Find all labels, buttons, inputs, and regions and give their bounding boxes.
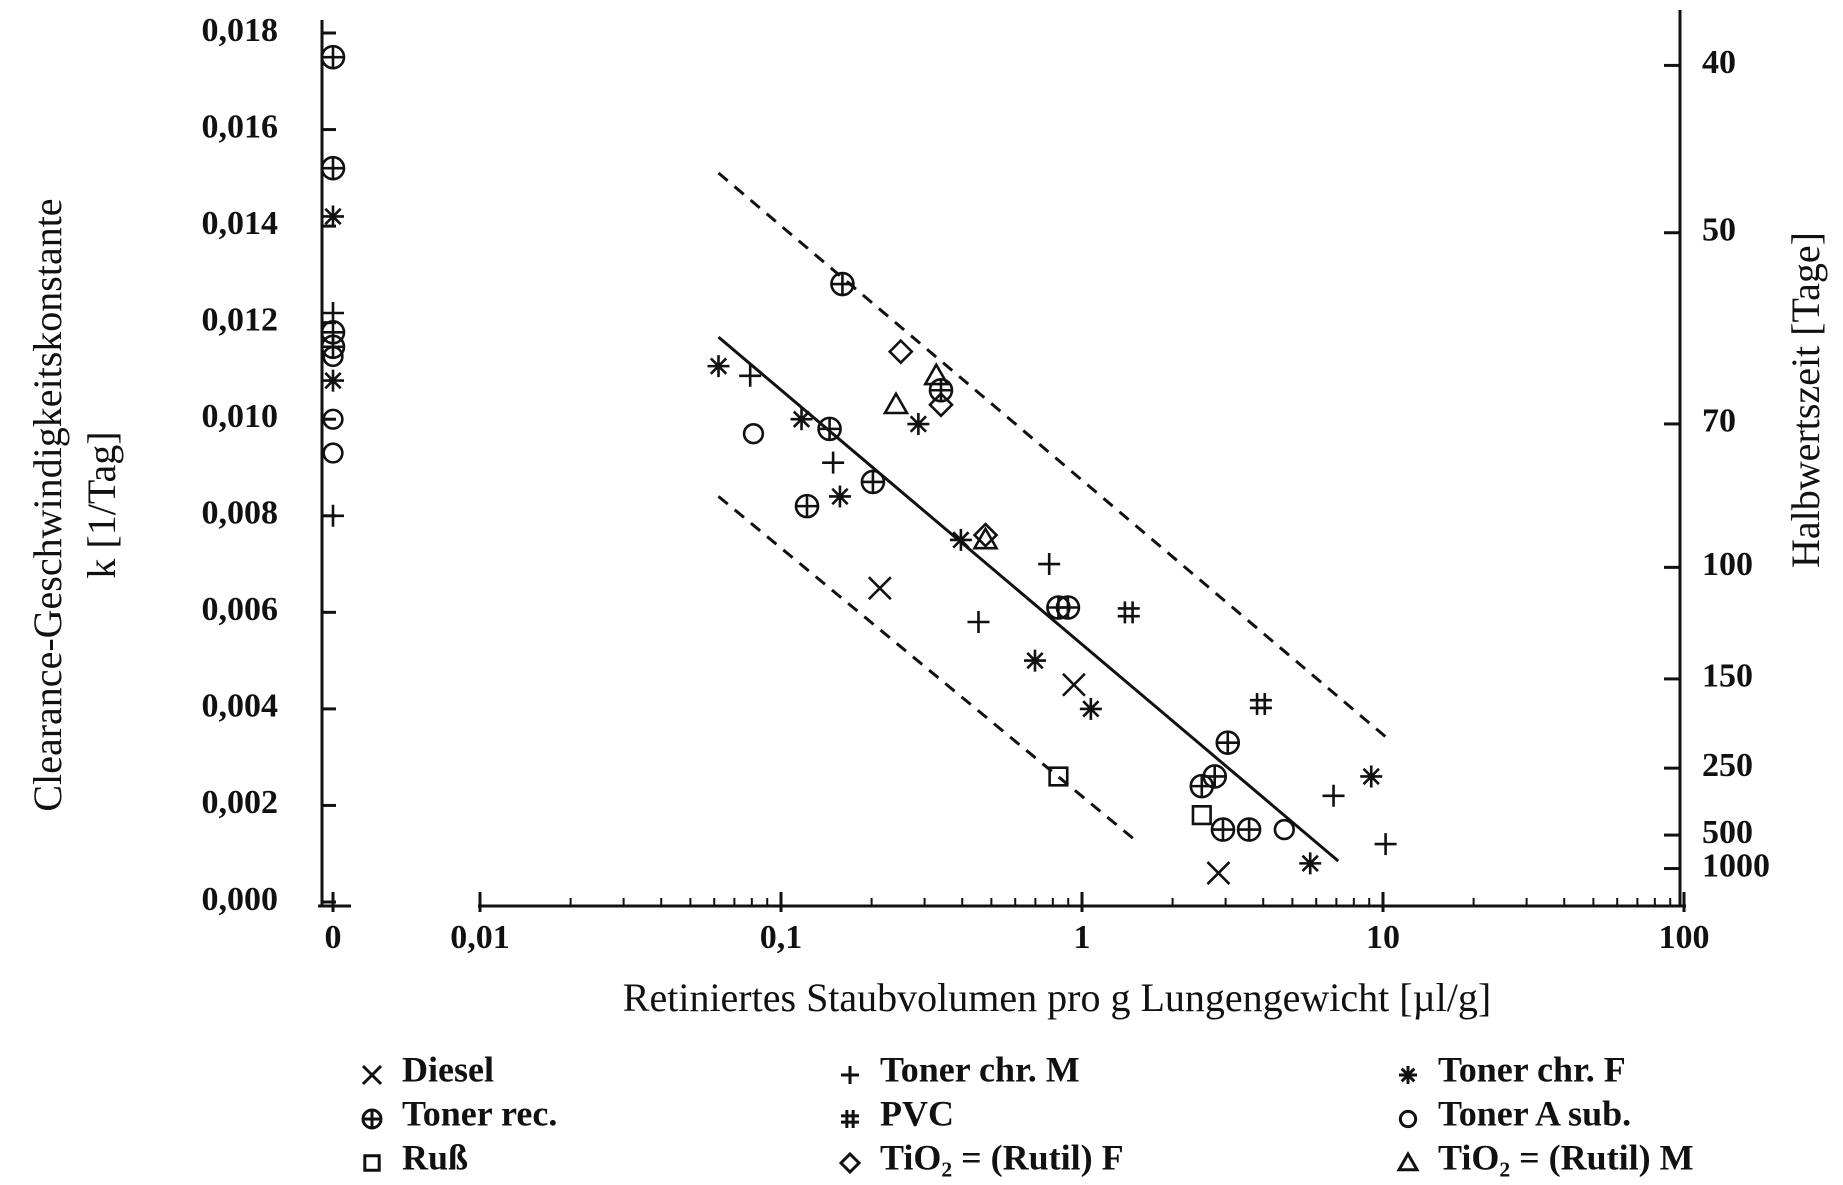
point — [1024, 649, 1046, 672]
point — [1236, 817, 1262, 842]
y2-tick-label: 70 — [1702, 403, 1736, 440]
point — [1374, 833, 1397, 856]
legend-label: Toner chr. F — [1438, 1049, 1626, 1089]
y2-tick-label: 150 — [1702, 658, 1753, 695]
y-tick-label: 0,008 — [202, 495, 279, 532]
point — [322, 504, 344, 527]
marker — [361, 1064, 383, 1086]
fit-line — [717, 171, 1388, 740]
y2-axis-label: Halbwertszeit [Tage] — [1783, 232, 1828, 568]
point — [322, 345, 344, 368]
legend-label: Toner A sub. — [1438, 1093, 1631, 1133]
point — [707, 355, 730, 378]
point — [790, 408, 813, 431]
point — [794, 493, 820, 519]
point — [972, 522, 999, 548]
y2-tick-label: 250 — [1702, 747, 1753, 784]
point — [1215, 730, 1241, 755]
point — [1061, 672, 1086, 697]
fit-line — [717, 336, 1340, 863]
y-tick-label: 0,004 — [202, 688, 279, 725]
legend-label: Diesel — [402, 1049, 494, 1089]
point — [860, 469, 886, 495]
y-axis-label: Clearance-Geschwindigkeitskonstante — [25, 198, 70, 811]
point — [928, 391, 954, 418]
x-tick-label: 10 — [1366, 919, 1400, 956]
point — [322, 442, 344, 464]
point — [967, 610, 990, 633]
point — [1117, 601, 1140, 624]
point — [1079, 697, 1102, 720]
marker — [841, 1066, 859, 1084]
point — [1055, 595, 1081, 620]
point — [882, 391, 910, 415]
point — [1360, 765, 1383, 788]
legend-label: TiO₂ = (Rutil) F — [880, 1137, 1124, 1177]
y2-tick-label: 40 — [1702, 44, 1736, 81]
point — [322, 369, 344, 392]
point — [320, 44, 346, 70]
marker — [838, 1151, 862, 1175]
x-tick-label: 1 — [1074, 919, 1091, 956]
point — [1273, 818, 1295, 841]
x-tick-label: 100 — [1659, 919, 1710, 956]
y-tick-label: 0,014 — [202, 205, 279, 242]
legend-label: PVC — [880, 1093, 954, 1133]
legend-label: TiO₂ = (Rutil) M — [1438, 1137, 1694, 1177]
point — [742, 423, 765, 445]
point — [887, 338, 914, 365]
x-tick-label: 0,01 — [450, 919, 510, 956]
legend-label: Toner rec. — [402, 1093, 557, 1133]
y-tick-label: 0,012 — [202, 301, 279, 338]
point — [817, 416, 842, 442]
point — [1048, 766, 1069, 787]
marker — [841, 1110, 859, 1128]
y-tick-label: 0,006 — [202, 591, 279, 628]
marker — [361, 1108, 383, 1130]
y2-tick-label: 500 — [1702, 814, 1753, 851]
point — [928, 378, 954, 403]
y-tick-label: 0,018 — [202, 12, 279, 49]
fit-line — [717, 495, 1136, 841]
marker — [363, 1154, 381, 1172]
y-tick-label: 0,010 — [202, 398, 279, 435]
point — [923, 362, 950, 386]
point — [828, 485, 851, 508]
marker — [1396, 1150, 1420, 1172]
y2-tick-label: 1000 — [1702, 847, 1770, 884]
point — [322, 408, 344, 430]
y-tick-label: 0,016 — [202, 108, 279, 145]
point — [1189, 773, 1215, 799]
point — [1299, 852, 1322, 875]
point — [1249, 693, 1272, 716]
point — [949, 528, 972, 551]
y-tick-label: 0,000 — [202, 881, 279, 918]
point — [907, 413, 930, 436]
marker — [1399, 1066, 1417, 1084]
marker — [1398, 1109, 1418, 1129]
point — [322, 205, 344, 228]
point — [1210, 817, 1236, 842]
point — [830, 271, 855, 297]
legend-label: Ruß — [402, 1137, 468, 1177]
point — [739, 364, 762, 387]
point — [1322, 784, 1345, 807]
point — [867, 576, 892, 601]
point — [320, 155, 346, 181]
point — [1206, 861, 1231, 885]
x-tick-label: 0,1 — [760, 919, 803, 956]
point — [822, 451, 845, 474]
y2-tick-label: 100 — [1702, 546, 1753, 583]
x-axis-label: Retiniertes Staubvolumen pro g Lungengew… — [623, 975, 1491, 1020]
x-tick-label: 0 — [325, 919, 342, 956]
y2-tick-label: 50 — [1702, 212, 1736, 249]
legend-label: Toner chr. M — [880, 1049, 1080, 1089]
y-axis-label: k [1/Tag] — [79, 431, 124, 578]
point — [972, 526, 999, 550]
point — [1191, 805, 1212, 826]
y-tick-label: 0,002 — [202, 784, 279, 821]
point — [1038, 553, 1061, 576]
